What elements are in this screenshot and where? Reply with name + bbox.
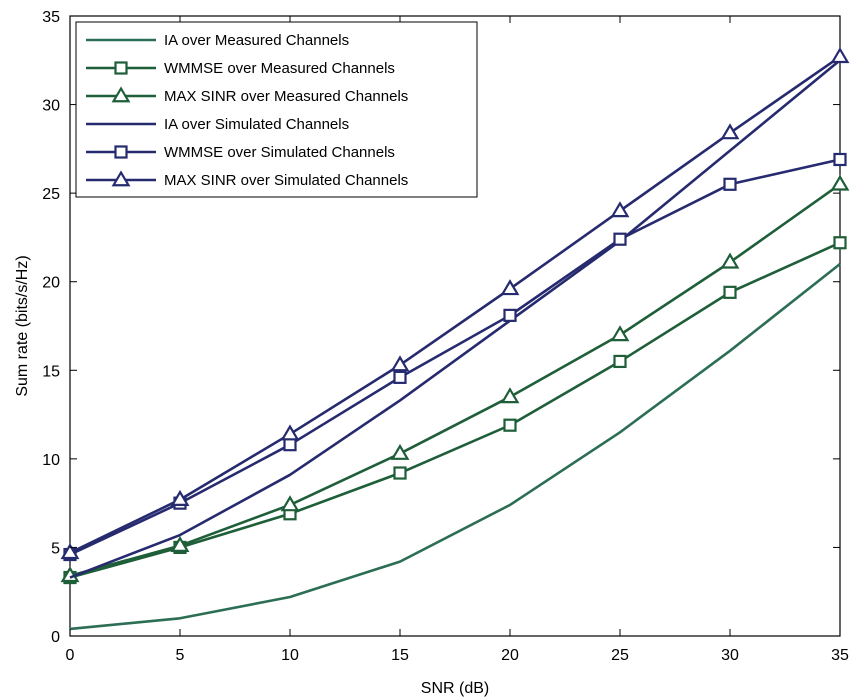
series-line	[69, 59, 841, 579]
data-point	[60, 566, 80, 583]
x-tick-label: 30	[721, 647, 739, 664]
data-point	[503, 308, 517, 322]
series-line	[69, 262, 841, 631]
y-tick-label: 35	[42, 9, 60, 26]
series-line	[69, 241, 841, 579]
series-line	[69, 183, 841, 578]
data-point	[390, 443, 410, 460]
legend-entry: IA over Simulated Channels	[86, 116, 349, 133]
data-point	[393, 466, 407, 480]
series-3	[60, 174, 850, 583]
data-point	[830, 47, 850, 64]
legend-label: IA over Simulated Channels	[164, 116, 349, 133]
data-point	[723, 285, 737, 299]
legend-entry: WMMSE over Measured Channels	[86, 60, 395, 77]
y-tick-label: 15	[42, 363, 60, 380]
x-tick-label: 35	[831, 647, 849, 664]
legend-label: MAX SINR over Measured Channels	[164, 88, 408, 105]
legend-label: WMMSE over Simulated Channels	[164, 144, 395, 161]
data-point	[170, 535, 190, 553]
legend-marker	[114, 145, 128, 159]
x-tick-label: 10	[281, 647, 299, 664]
data-point	[283, 438, 297, 452]
y-axis-label: Sum rate (bits/s/Hz)	[14, 255, 31, 396]
data-point	[833, 152, 847, 167]
series-1	[69, 262, 841, 631]
y-tick-label: 0	[51, 629, 60, 646]
data-point	[720, 123, 740, 140]
x-axis-label: SNR (dB)	[421, 680, 489, 697]
legend: IA over Measured Channels WMMSE over Meas…	[75, 21, 478, 198]
series-line	[69, 55, 841, 554]
legend-label: MAX SINR over Simulated Channels	[164, 172, 408, 189]
data-point	[610, 201, 630, 218]
data-point	[610, 325, 630, 342]
legend-label: WMMSE over Measured Channels	[164, 60, 395, 77]
series-6	[60, 47, 850, 560]
legend-box	[75, 21, 478, 198]
data-point	[60, 543, 80, 560]
y-tick-label: 10	[42, 452, 60, 469]
y-tick-label: 20	[42, 275, 60, 292]
x-tick-label: 20	[501, 647, 519, 664]
legend-entry: MAX SINR over Measured Channels	[86, 86, 408, 105]
data-point	[280, 495, 300, 512]
data-point	[500, 279, 520, 296]
data-point	[723, 177, 737, 191]
data-point	[500, 387, 520, 404]
series-4	[69, 59, 841, 579]
x-tick-label: 5	[176, 647, 185, 664]
x-tick-label: 0	[66, 647, 75, 664]
legend-marker	[111, 170, 131, 187]
legend-entry: IA over Measured Channels	[86, 32, 349, 49]
legend-marker	[111, 86, 131, 103]
data-point	[390, 355, 410, 372]
data-point	[830, 174, 850, 191]
series-layer	[60, 47, 850, 631]
x-tick-label: 15	[391, 647, 409, 664]
y-tick-label: 30	[42, 98, 60, 115]
data-point	[613, 232, 627, 246]
data-point	[393, 370, 407, 384]
x-tick-label: 25	[611, 647, 629, 664]
data-point	[503, 418, 517, 432]
data-point	[720, 252, 740, 269]
legend-entry: WMMSE over Simulated Channels	[86, 144, 395, 161]
legend-label: IA over Measured Channels	[164, 32, 349, 49]
data-point	[613, 354, 627, 369]
legend-marker	[114, 61, 128, 75]
legend-entry: MAX SINR over Simulated Channels	[86, 170, 408, 189]
data-point	[833, 236, 847, 250]
series-line	[69, 158, 841, 556]
ticks-layer: 0 5 10 15 20 25 30 35 0 5 10 15 20 25 30 35	[42, 9, 849, 664]
data-point	[280, 424, 300, 441]
y-tick-label: 25	[42, 186, 60, 203]
series-2	[63, 236, 847, 585]
y-tick-label: 5	[51, 540, 60, 557]
data-point	[170, 489, 190, 506]
